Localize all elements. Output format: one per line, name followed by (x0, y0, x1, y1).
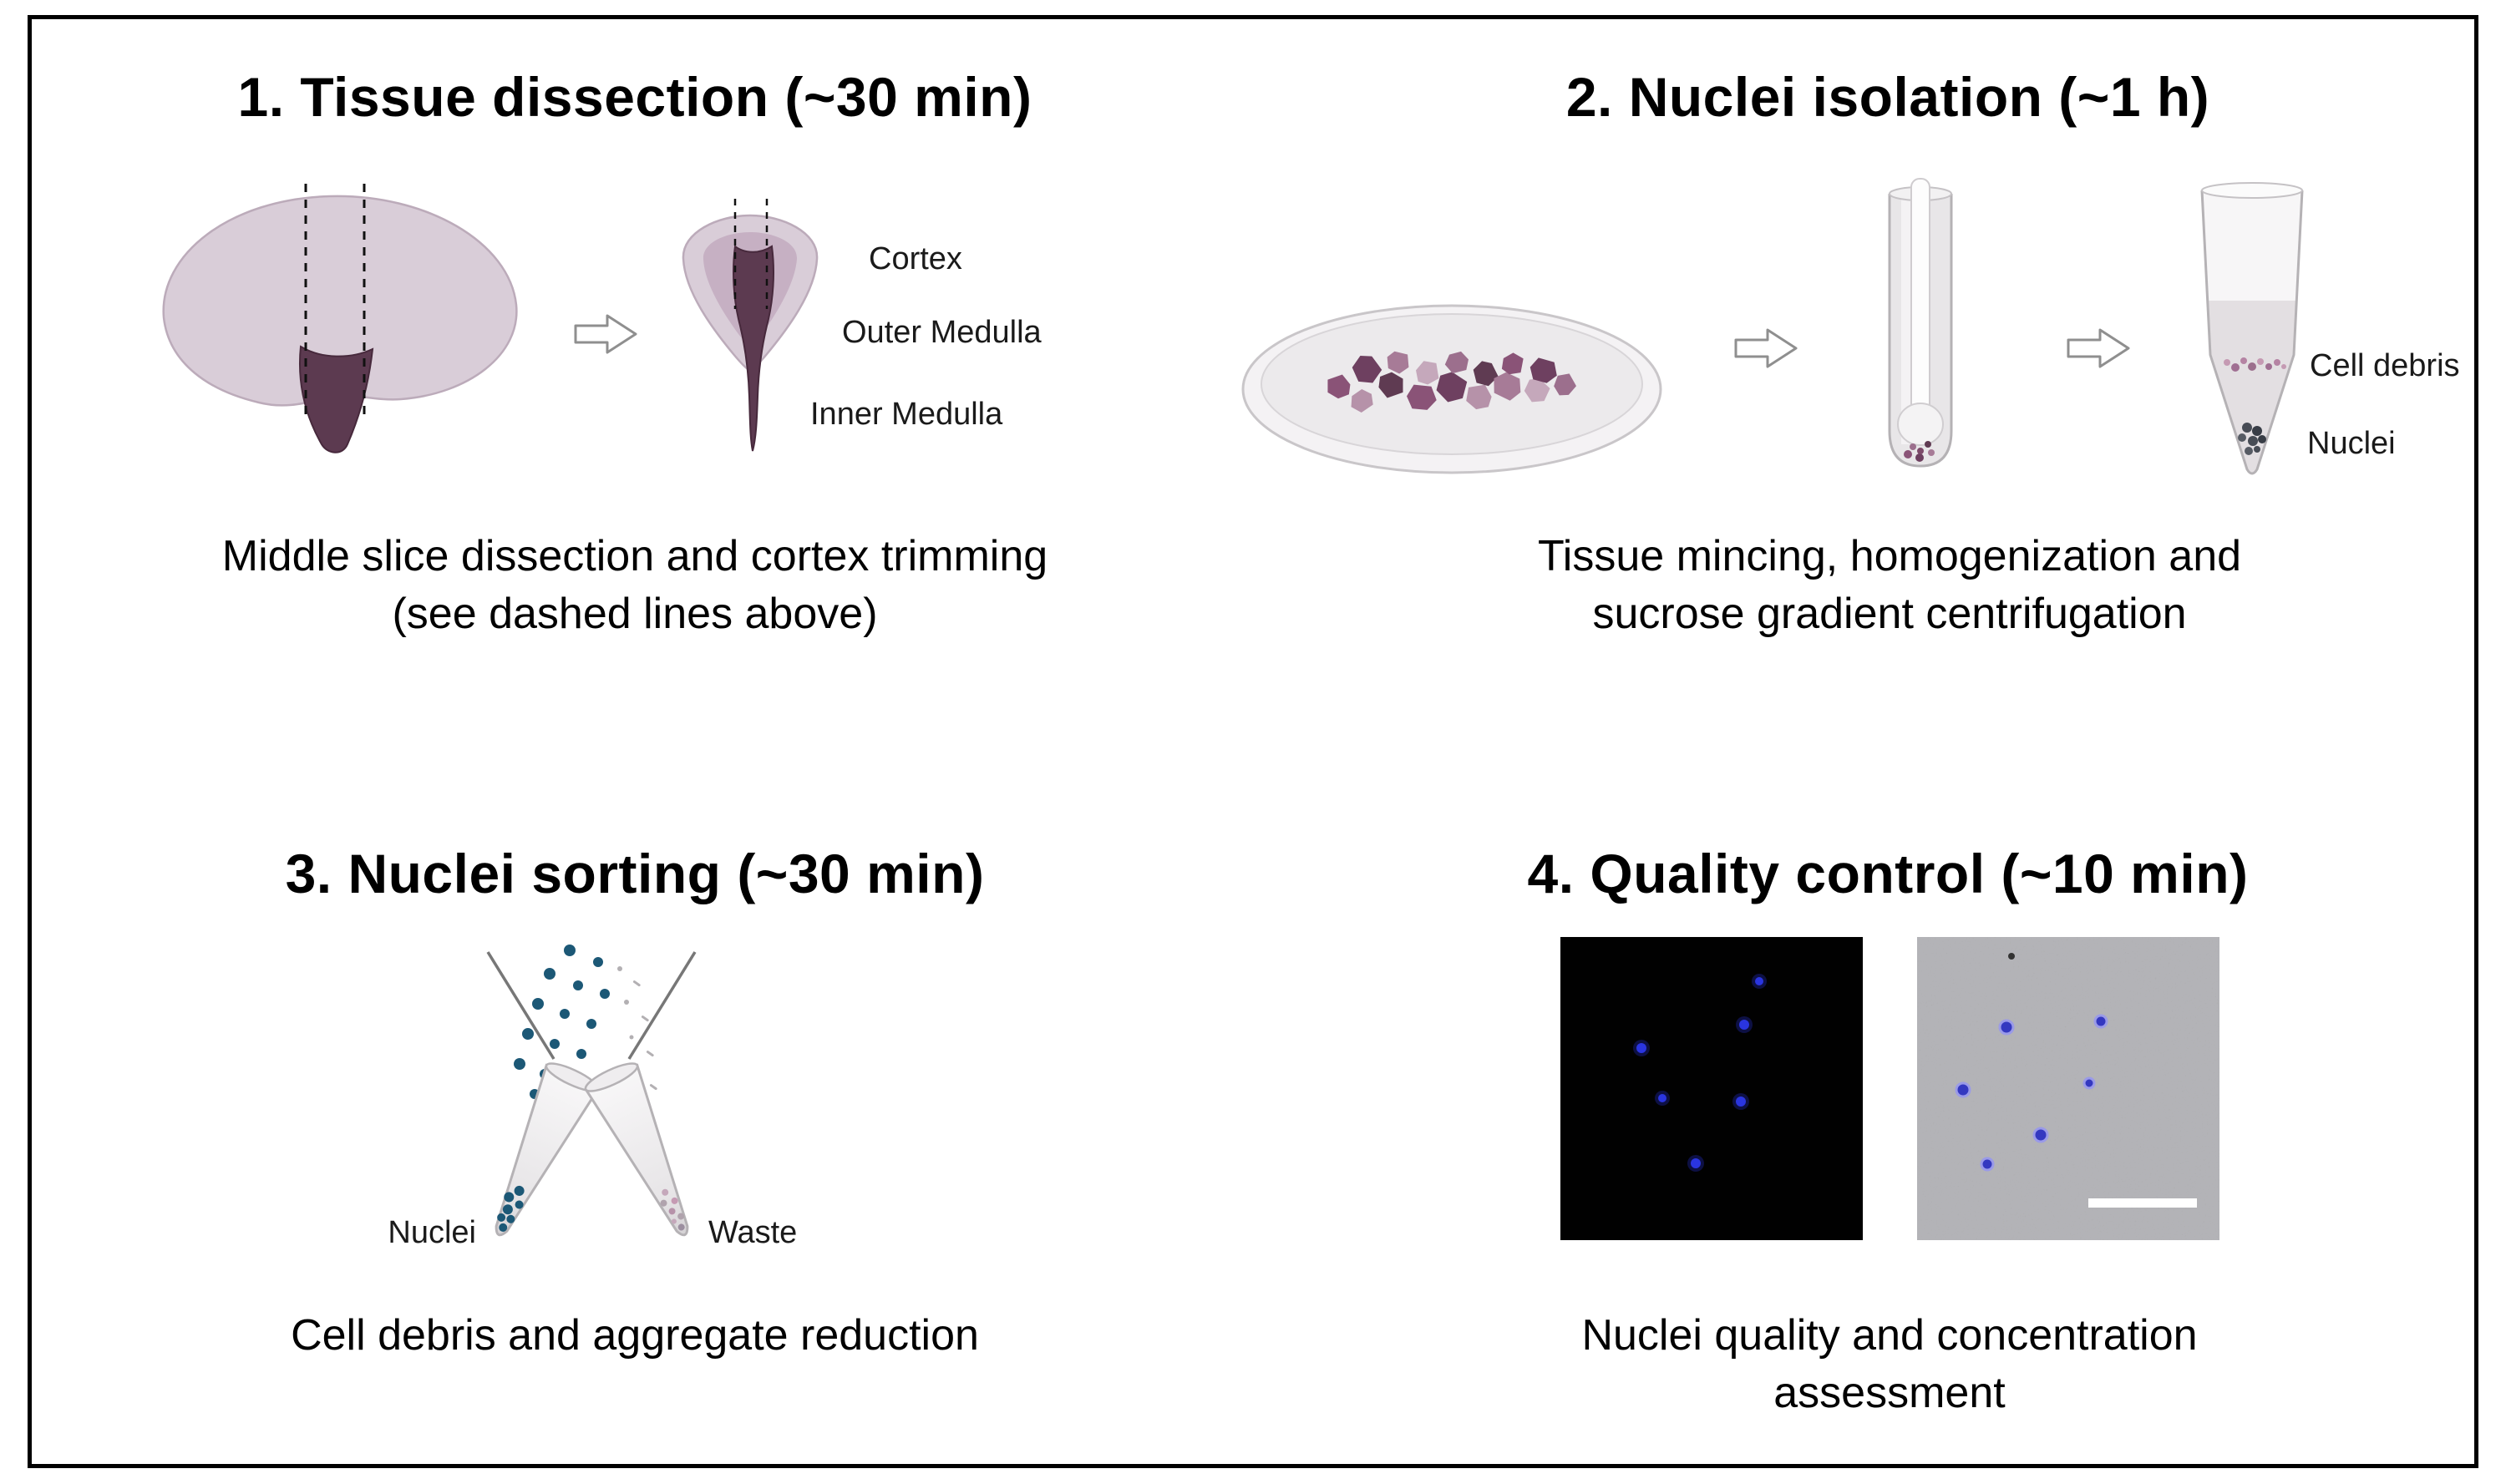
nuclei-label: Nuclei (2307, 426, 2396, 461)
quality-control-images (1560, 937, 2219, 1240)
collected-nuclei-dots (497, 1185, 525, 1232)
cell-debris-band (2224, 357, 2286, 372)
step-1-caption: Middle slice dissection and cortex trimm… (92, 528, 1178, 642)
nuclei-isolation-illustration: Cell debris Nuclei (1241, 178, 2460, 475)
arrow-right-icon (574, 314, 637, 354)
step-4-caption: Nuclei quality and concentration assessm… (1347, 1307, 2432, 1421)
step-4-caption-line1: Nuclei quality and concentration (1581, 1311, 2198, 1360)
nuclei-tube-label: Nuclei (388, 1215, 476, 1250)
step-2-title: 2. Nuclei isolation (~1 h) (1565, 66, 2210, 128)
centrifuge-tube: Cell debris Nuclei (2200, 182, 2460, 475)
step-4-caption-line2: assessment (1773, 1368, 2006, 1417)
outer-medulla-label: Outer Medulla (842, 315, 1042, 350)
debris-stream-dots (617, 966, 657, 1091)
cell-debris-label: Cell debris (2310, 348, 2460, 383)
tissue-dissection-illustration: Cortex Outer Medulla Inner Medulla (162, 184, 1042, 453)
dounce-homogenizer (1888, 178, 1953, 468)
step-3-title: 3. Nuclei sorting (~30 min) (285, 843, 985, 904)
step-1-caption-line1: Middle slice dissection and cortex trimm… (221, 532, 1048, 580)
nuclei-pellet (2238, 423, 2266, 455)
figure-frame (28, 15, 2478, 1468)
kidney-illustration (162, 184, 518, 453)
pestle-head (1897, 403, 1944, 446)
pestle-rod (1910, 178, 1930, 415)
kidney-slice-illustration: Cortex Outer Medulla Inner Medulla (682, 199, 1042, 452)
arrow-right-icon (1734, 328, 1798, 368)
step-3-caption-line1: Cell debris and aggregate reduction (291, 1311, 979, 1360)
arrow-right-icon (2067, 328, 2130, 368)
homogenized-tissue-dots (1904, 441, 1935, 462)
cortex-label: Cortex (869, 241, 962, 276)
collection-tube-waste (583, 1062, 689, 1237)
dapi-nuclei-dots (1633, 974, 1767, 1172)
stained-nuclei-dots (1955, 1014, 2108, 1172)
kidney-body (162, 195, 518, 407)
waste-tube-label: Waste (708, 1215, 797, 1250)
step-4-title: 4. Quality control (~10 min) (1527, 843, 2249, 904)
scale-bar (2088, 1198, 2197, 1208)
collection-tube-nuclei (495, 1062, 601, 1237)
step-2-caption-line1: Tissue mincing, homogenization and (1537, 532, 2242, 580)
petri-dish (1241, 304, 1662, 474)
brightfield-image (1917, 937, 2219, 1240)
dapi-image (1560, 937, 1863, 1240)
step-3-caption: Cell debris and aggregate reduction (92, 1307, 1178, 1365)
kidney-medulla (299, 345, 374, 453)
slice-inner-medulla-region (733, 245, 774, 452)
step-2-caption-line2: sucrose gradient centrifugation (1592, 589, 2187, 638)
nuclei-sorting-illustration: Nuclei Waste (388, 945, 797, 1250)
step-2-caption: Tissue mincing, homogenization and sucro… (1347, 528, 2432, 642)
sorter-funnel (486, 951, 697, 1060)
collected-waste-dots (660, 1188, 685, 1231)
debris-speck (2008, 953, 2015, 960)
inner-medulla-label: Inner Medulla (810, 397, 1003, 432)
step-1-title: 1. Tissue dissection (~30 min) (237, 66, 1032, 128)
step-1-caption-line2: (see dashed lines above) (392, 589, 878, 638)
